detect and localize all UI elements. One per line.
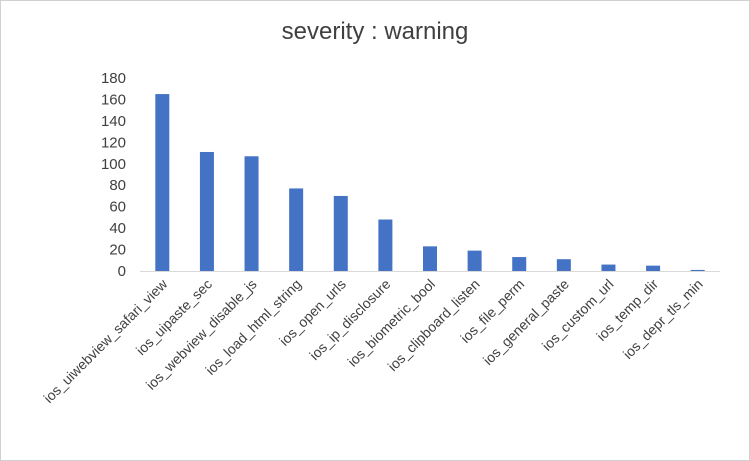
- x-axis: ios_uiwebview_safari_viewios_uipaste_sec…: [40, 275, 706, 406]
- bar-ios_temp_dir: [646, 265, 661, 271]
- bar-ios_custom_url: [601, 264, 616, 271]
- y-tick-label: 20: [109, 242, 126, 259]
- bars: [155, 94, 705, 271]
- x-tick-label: ios_ip_disclosure: [306, 276, 393, 363]
- y-tick-label: 60: [109, 199, 126, 216]
- bar-ios_uiwebview_safari_view: [155, 94, 170, 271]
- bar-ios_ip_disclosure: [378, 219, 393, 271]
- y-tick-label: 100: [101, 156, 126, 173]
- bar-ios_biometric_bool: [423, 246, 437, 271]
- bar-ios_load_html_string: [289, 188, 304, 271]
- y-tick-label: 40: [109, 220, 126, 237]
- chart-title: severity : warning: [281, 18, 469, 45]
- bar-ios_clipboard_listen: [467, 250, 482, 271]
- bar-ios_general_paste: [556, 259, 571, 271]
- bar-ios_webview_disable_js: [244, 156, 259, 271]
- y-tick-label: 120: [101, 134, 126, 151]
- bar-ios_uipaste_sec: [199, 151, 214, 271]
- y-tick-label: 0: [118, 263, 126, 280]
- y-tick-label: 180: [101, 70, 126, 87]
- y-tick-label: 80: [109, 177, 126, 194]
- y-axis: 0 20 40 60 80 100 120 140 160 180: [101, 70, 126, 280]
- x-tick-label: ios_depr_tls_min: [620, 276, 706, 362]
- bar-ios_open_urls: [333, 195, 348, 271]
- bar-ios_depr_tls_min: [690, 269, 705, 271]
- y-tick-label: 160: [101, 91, 126, 108]
- bar-ios_file_perm: [512, 257, 527, 271]
- y-tick-label: 140: [101, 113, 126, 130]
- x-tick-label: ios_uipaste_sec: [133, 276, 215, 358]
